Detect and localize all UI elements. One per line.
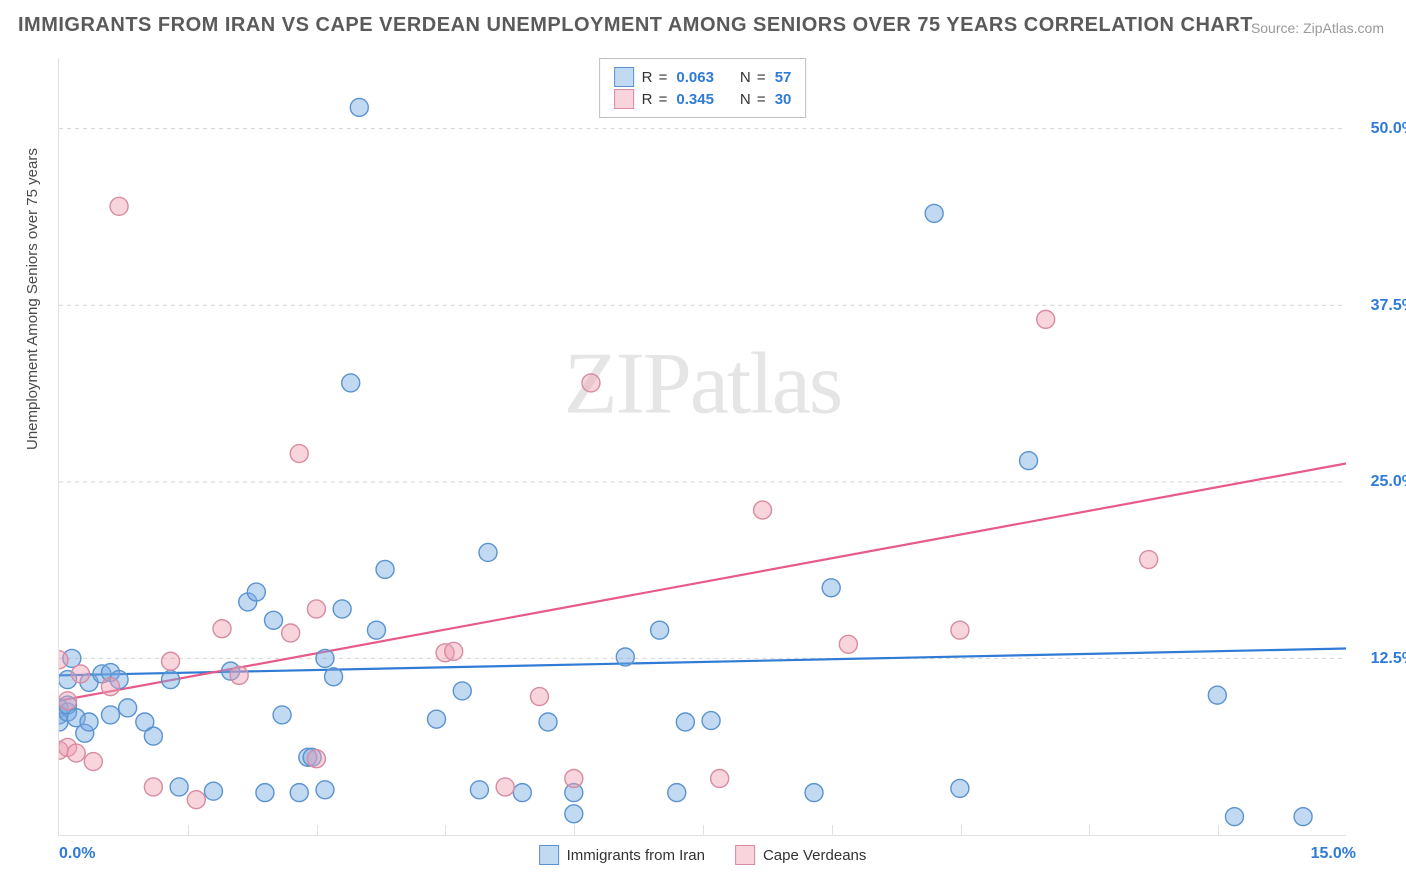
data-point-iran — [350, 98, 368, 116]
data-point-iran — [951, 779, 969, 797]
data-point-iran — [342, 374, 360, 392]
data-point-iran — [1020, 452, 1038, 470]
source-attribution: Source: ZipAtlas.com — [1251, 20, 1384, 36]
data-point-iran — [325, 668, 343, 686]
legend-swatch-cape — [735, 845, 755, 865]
legend-swatch-iran — [614, 67, 634, 87]
data-point-iran — [453, 682, 471, 700]
data-point-cape — [582, 374, 600, 392]
data-point-cape — [101, 678, 119, 696]
data-point-iran — [470, 781, 488, 799]
data-point-cape — [84, 753, 102, 771]
data-point-iran — [1225, 808, 1243, 826]
y-tick-label: 12.5% — [1356, 650, 1406, 668]
trend-line-cape — [59, 463, 1346, 700]
data-point-iran — [144, 727, 162, 745]
data-point-iran — [651, 621, 669, 639]
data-point-cape — [187, 791, 205, 809]
data-point-iran — [805, 784, 823, 802]
data-point-iran — [316, 781, 334, 799]
legend-stats-row: R = 0.345 N = 30 — [614, 89, 792, 109]
data-point-iran — [616, 648, 634, 666]
data-point-iran — [428, 710, 446, 728]
data-point-iran — [290, 784, 308, 802]
data-point-iran — [822, 579, 840, 597]
data-point-cape — [839, 635, 857, 653]
data-point-cape — [307, 750, 325, 768]
data-point-cape — [307, 600, 325, 618]
chart-svg — [59, 58, 1346, 835]
data-point-iran — [170, 778, 188, 796]
data-point-cape — [290, 445, 308, 463]
trend-line-iran — [59, 649, 1346, 676]
data-point-cape — [144, 778, 162, 796]
y-tick-label: 50.0% — [1356, 120, 1406, 138]
legend-item-iran: Immigrants from Iran — [539, 845, 705, 865]
legend-r-label: R = — [642, 91, 669, 108]
data-point-iran — [119, 699, 137, 717]
data-point-iran — [513, 784, 531, 802]
data-point-cape — [71, 665, 89, 683]
x-axis-max-label: 15.0% — [1311, 845, 1356, 863]
data-point-iran — [1294, 808, 1312, 826]
legend-stats: R = 0.063 N = 57 R = 0.345 N = 30 — [599, 58, 807, 118]
data-point-cape — [59, 692, 77, 710]
data-point-cape — [1140, 551, 1158, 569]
data-point-cape — [67, 744, 85, 762]
legend-item-cape: Cape Verdeans — [735, 845, 866, 865]
data-point-iran — [204, 782, 222, 800]
data-point-iran — [539, 713, 557, 731]
legend-swatch-cape — [614, 89, 634, 109]
data-point-iran — [265, 611, 283, 629]
data-point-iran — [247, 583, 265, 601]
data-point-cape — [565, 770, 583, 788]
legend-label: Cape Verdeans — [763, 847, 866, 864]
data-point-cape — [951, 621, 969, 639]
data-point-iran — [479, 543, 497, 561]
legend-swatch-iran — [539, 845, 559, 865]
data-point-cape — [230, 666, 248, 684]
data-point-iran — [668, 784, 686, 802]
x-axis-min-label: 0.0% — [59, 845, 95, 863]
plot-area: ZIPatlas R = 0.063 N = 57 R = 0.345 N = … — [58, 58, 1346, 836]
data-point-iran — [367, 621, 385, 639]
data-point-iran — [925, 204, 943, 222]
data-point-iran — [273, 706, 291, 724]
data-point-cape — [282, 624, 300, 642]
data-point-cape — [496, 778, 514, 796]
data-point-cape — [711, 770, 729, 788]
data-point-iran — [316, 649, 334, 667]
legend-r-value: 0.063 — [676, 69, 714, 86]
data-point-iran — [376, 560, 394, 578]
y-axis-label: Unemployment Among Seniors over 75 years — [24, 148, 41, 450]
y-tick-label: 37.5% — [1356, 297, 1406, 315]
data-point-iran — [256, 784, 274, 802]
data-point-iran — [565, 805, 583, 823]
data-point-iran — [676, 713, 694, 731]
data-point-cape — [162, 652, 180, 670]
data-point-cape — [1037, 310, 1055, 328]
data-point-cape — [445, 642, 463, 660]
chart-title: IMMIGRANTS FROM IRAN VS CAPE VERDEAN UNE… — [18, 14, 1253, 37]
data-point-cape — [110, 197, 128, 215]
legend-n-value: 30 — [775, 91, 792, 108]
legend-n-label: N = — [740, 91, 767, 108]
data-point-iran — [702, 712, 720, 730]
legend-label: Immigrants from Iran — [567, 847, 705, 864]
data-point-iran — [333, 600, 351, 618]
legend-r-value: 0.345 — [676, 91, 714, 108]
legend-n-label: N = — [740, 69, 767, 86]
data-point-cape — [530, 688, 548, 706]
y-tick-label: 25.0% — [1356, 473, 1406, 491]
legend-r-label: R = — [642, 69, 669, 86]
legend-series: Immigrants from Iran Cape Verdeans — [539, 845, 867, 865]
legend-stats-row: R = 0.063 N = 57 — [614, 67, 792, 87]
data-point-cape — [754, 501, 772, 519]
legend-n-value: 57 — [775, 69, 792, 86]
data-point-iran — [162, 671, 180, 689]
data-point-iran — [1208, 686, 1226, 704]
data-point-iran — [101, 706, 119, 724]
data-point-iran — [80, 713, 98, 731]
data-point-cape — [213, 620, 231, 638]
